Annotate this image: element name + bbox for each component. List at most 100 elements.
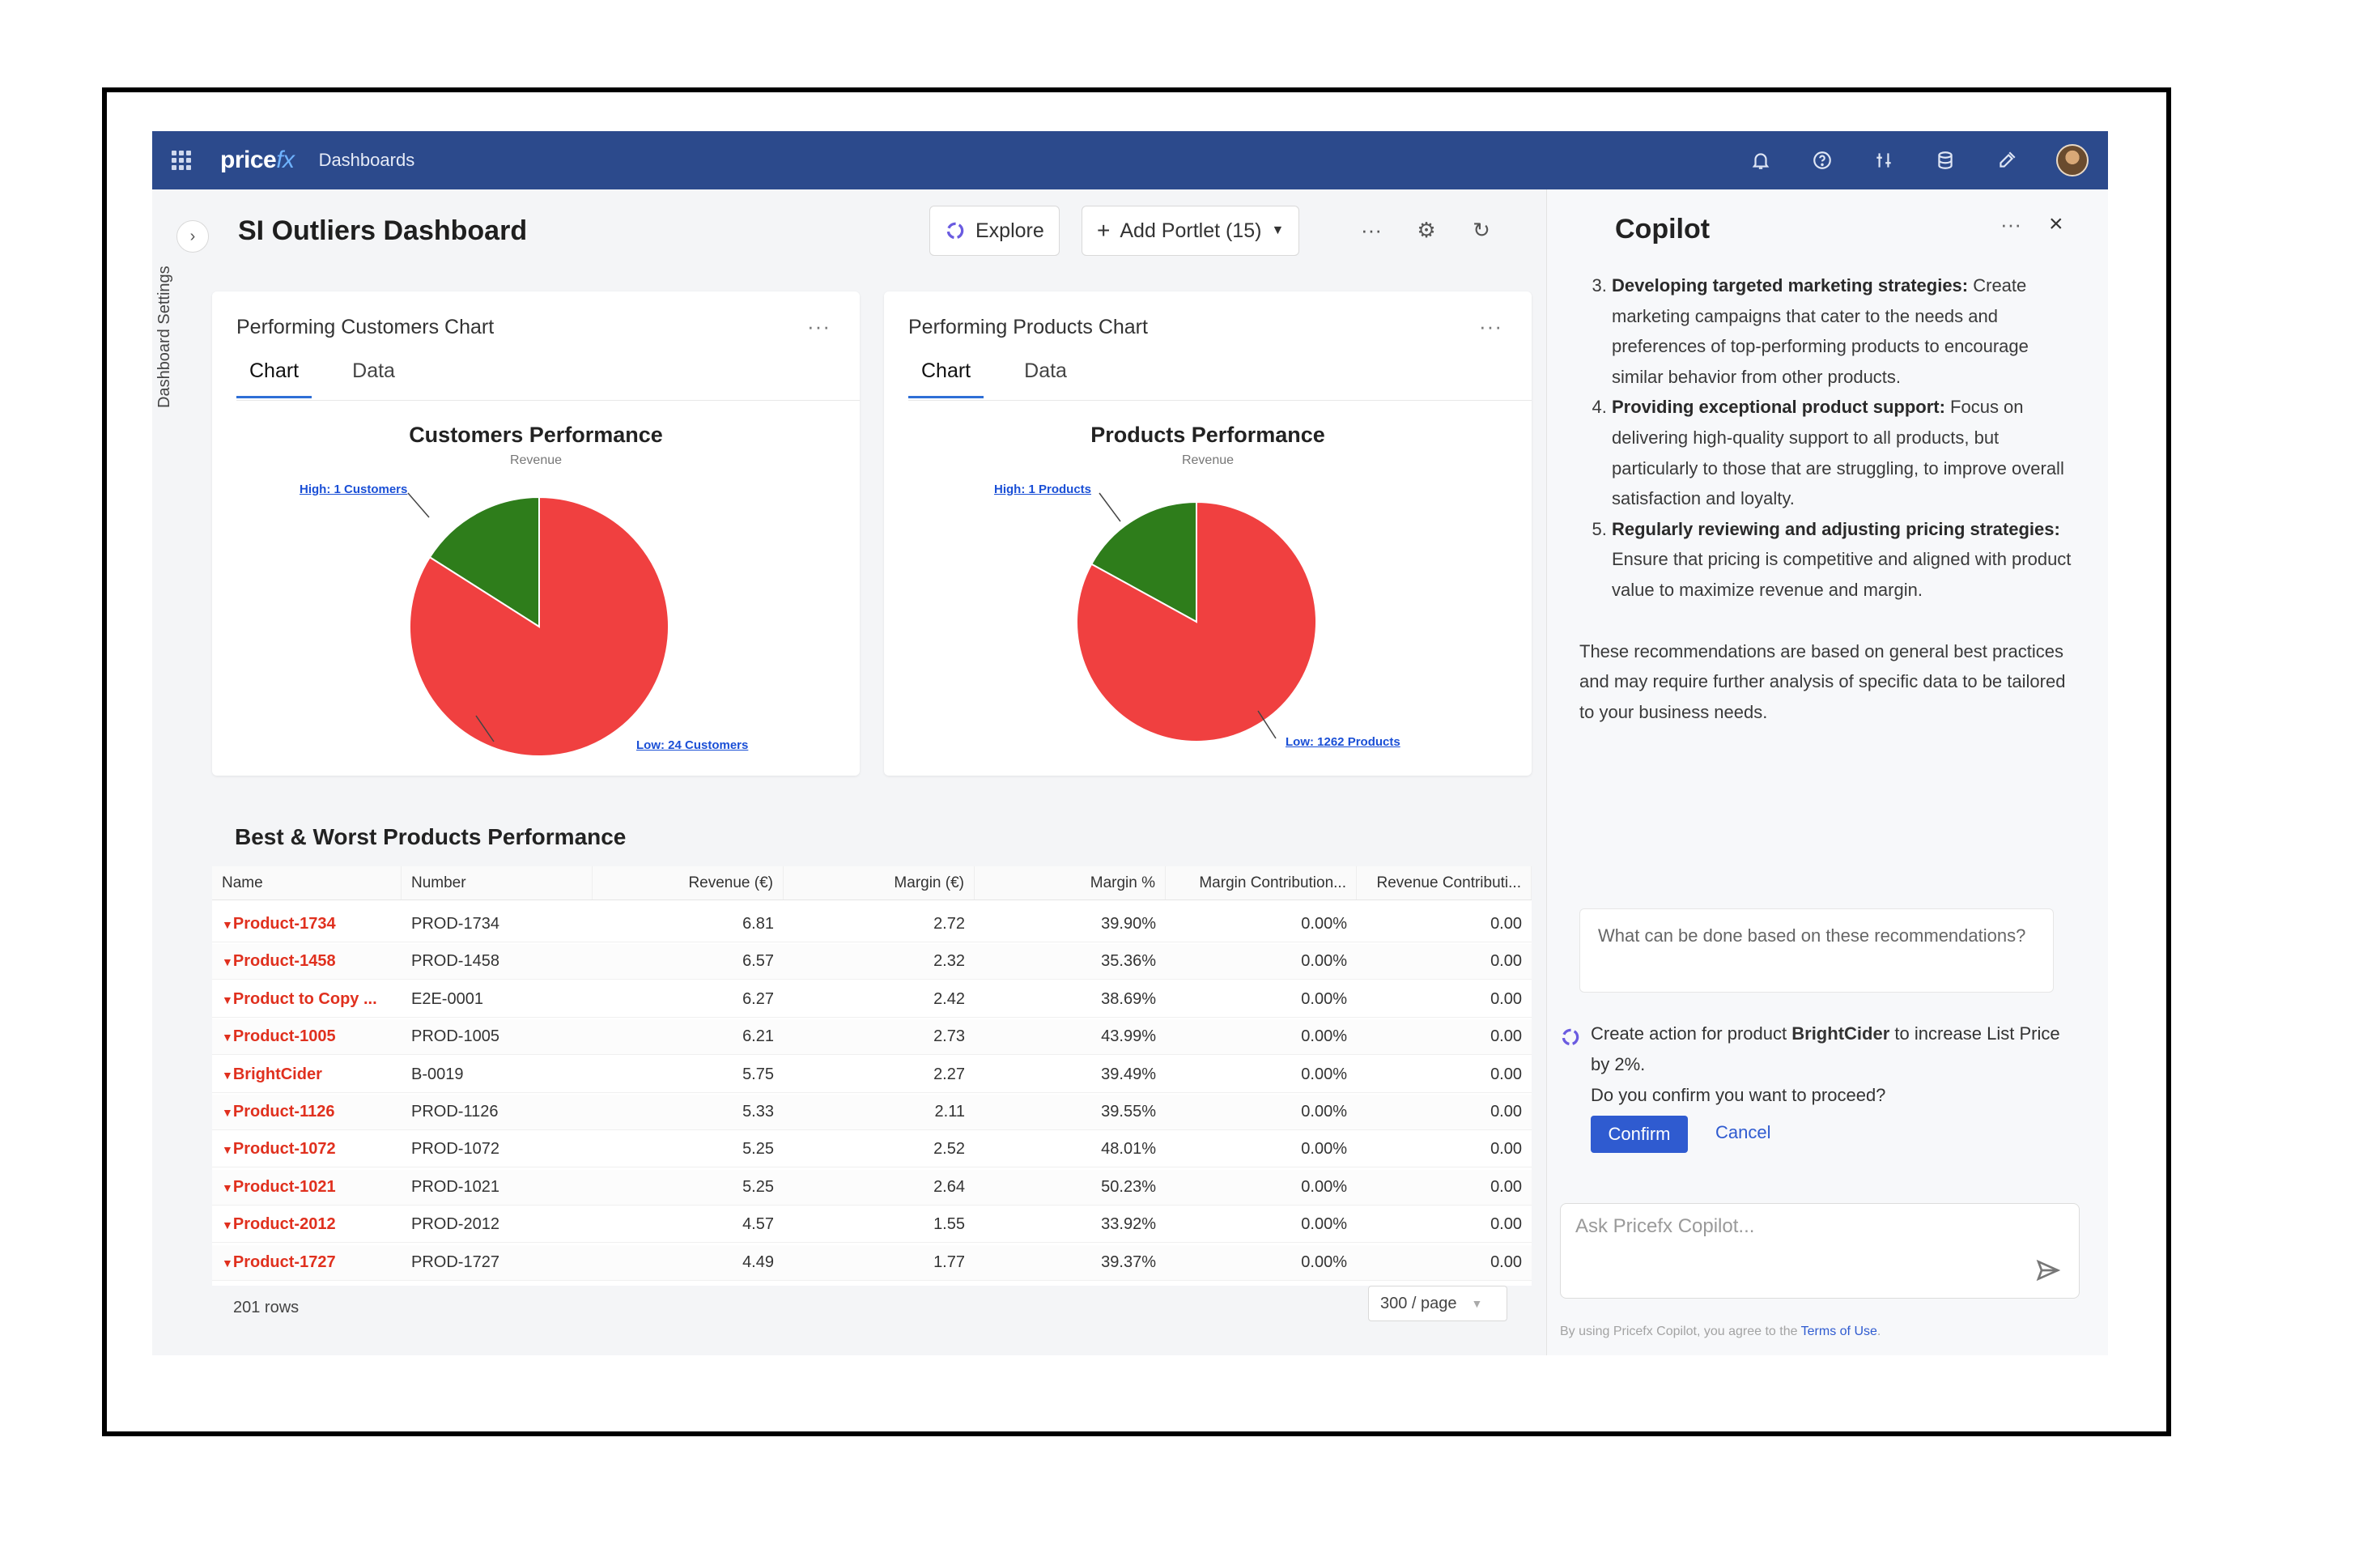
plus-icon: + bbox=[1097, 218, 1111, 243]
col-margin[interactable]: Margin (€) bbox=[784, 866, 975, 899]
high-label-leader bbox=[1099, 492, 1121, 522]
product-name-link[interactable]: Product-1458 bbox=[212, 952, 402, 971]
pie-slice-high[interactable] bbox=[1090, 500, 1197, 623]
terms-link[interactable]: Terms of Use bbox=[1800, 1325, 1877, 1338]
list-item: Developing targeted marketing strategies… bbox=[1612, 270, 2076, 392]
breadcrumb-dashboards[interactable]: Dashboards bbox=[318, 150, 415, 170]
product-name-link[interactable]: Product-1126 bbox=[212, 1103, 402, 1121]
tools-icon[interactable] bbox=[1995, 148, 2019, 172]
item-text: Focus on delivering high-quality support… bbox=[1612, 397, 2064, 509]
table-cell: PROD-1727 bbox=[411, 1252, 499, 1271]
gear-icon[interactable]: ⚙ bbox=[1417, 217, 1436, 242]
chart-title: Customers Performance bbox=[409, 423, 663, 447]
product-name-link[interactable]: Product-1734 bbox=[212, 915, 402, 933]
table-row[interactable]: Product to Copy ... E2E-0001 6.27 2.42 38.69… bbox=[212, 982, 1532, 1018]
high-customers-label[interactable]: High: 1 Customers bbox=[300, 483, 408, 496]
portlet-title: Performing Products Chart bbox=[908, 316, 1148, 338]
tab-data[interactable]: Data bbox=[352, 359, 395, 382]
col-revenue[interactable]: Revenue (€) bbox=[593, 866, 784, 899]
list-item: Providing exceptional product support: F… bbox=[1612, 392, 2076, 513]
product-name-link[interactable]: Product-1727 bbox=[212, 1253, 402, 1272]
add-portlet-button[interactable]: + Add Portlet (15) ▼ bbox=[1082, 206, 1300, 256]
expand-rail-button[interactable]: › bbox=[176, 220, 209, 253]
table-cell: 5.75 bbox=[742, 1065, 774, 1083]
table-row[interactable]: Product-1021 PROD-1021 5.25 2.64 50.23% 0.00%… bbox=[212, 1169, 1532, 1206]
table-cell: 1.77 bbox=[933, 1252, 965, 1271]
table-row[interactable]: BrightCider B-0019 5.75 2.27 39.49% 0.00% 0.00 bbox=[212, 1057, 1532, 1093]
explore-button[interactable]: Explore bbox=[929, 206, 1060, 256]
low-products-label[interactable]: Low: 1262 Products bbox=[1286, 735, 1400, 749]
high-label-leader bbox=[407, 492, 430, 518]
col-name[interactable]: Name bbox=[212, 866, 402, 899]
cancel-button[interactable]: Cancel bbox=[1715, 1122, 1771, 1142]
table-cell: 0.00% bbox=[1301, 989, 1347, 1008]
product-name-link[interactable]: Product-1021 bbox=[212, 1178, 402, 1197]
pricefx-logo[interactable]: pricefx bbox=[220, 147, 295, 174]
table-cell: 48.01% bbox=[1101, 1140, 1156, 1159]
page-size-select[interactable]: 300 / page ▼ bbox=[1368, 1286, 1507, 1321]
table-cell: 0.00 bbox=[1490, 1215, 1522, 1234]
item-heading: Developing targeted marketing strategies… bbox=[1612, 275, 1969, 296]
portlet-title: Performing Customers Chart bbox=[236, 316, 495, 338]
app-window: pricefx Dashboards › Dashboard Settings bbox=[152, 131, 2108, 1355]
copilot-icon bbox=[1562, 1028, 1579, 1046]
product-name-link[interactable]: BrightCider bbox=[212, 1065, 402, 1084]
col-margin-contribution[interactable]: Margin Contribution... bbox=[1166, 866, 1357, 899]
table-row[interactable]: Product-1072 PROD-1072 5.25 2.52 48.01% 0.00%… bbox=[212, 1132, 1532, 1168]
col-number[interactable]: Number bbox=[402, 866, 593, 899]
tab-data[interactable]: Data bbox=[1024, 359, 1067, 382]
table-cell: PROD-1072 bbox=[411, 1140, 499, 1159]
low-customers-label[interactable]: Low: 24 Customers bbox=[636, 738, 749, 752]
product-name-link[interactable]: Product-2012 bbox=[212, 1215, 402, 1234]
copilot-more-icon[interactable]: ··· bbox=[2000, 212, 2021, 236]
table-cell: 38.69% bbox=[1101, 989, 1156, 1008]
table-cell: 1.55 bbox=[933, 1215, 965, 1234]
copilot-paragraph: These recommendations are based on gener… bbox=[1579, 640, 2066, 722]
user-message: What can be done based on these recommen… bbox=[1579, 908, 2054, 993]
terms-text: . bbox=[1876, 1325, 1881, 1338]
pie-slice-low[interactable] bbox=[409, 495, 669, 757]
customers-pie-chart bbox=[407, 492, 669, 757]
more-options-icon[interactable]: ··· bbox=[1361, 217, 1382, 242]
pie-slice-low[interactable] bbox=[1076, 500, 1317, 742]
portlet-more-icon[interactable]: ··· bbox=[807, 314, 831, 338]
products-chart-portlet: Performing Products Chart ··· Chart Data… bbox=[884, 291, 1532, 776]
table-row[interactable]: Product-1734 PROD-1734 6.81 2.72 39.90% 0.00%… bbox=[212, 907, 1532, 942]
product-name-link[interactable]: Product-1005 bbox=[212, 1027, 402, 1046]
database-icon[interactable] bbox=[1933, 148, 1957, 172]
tab-chart[interactable]: Chart bbox=[236, 355, 312, 398]
product-name-link[interactable]: Product to Copy ... bbox=[212, 990, 402, 1009]
bell-icon[interactable] bbox=[1749, 148, 1773, 172]
chart-title: Products Performance bbox=[1090, 423, 1325, 447]
dashboard-settings-label[interactable]: Dashboard Settings bbox=[155, 266, 173, 408]
tab-chart[interactable]: Chart bbox=[908, 355, 984, 398]
table-row[interactable]: Product-1126 PROD-1126 5.33 2.11 39.55% 0.00%… bbox=[212, 1095, 1532, 1130]
send-icon[interactable] bbox=[2035, 1257, 2061, 1283]
input-placeholder: Ask Pricefx Copilot... bbox=[1575, 1215, 1755, 1237]
table-cell: 39.49% bbox=[1101, 1065, 1156, 1083]
table-row[interactable]: Product-1005 PROD-1005 6.21 2.73 43.99% 0.00%… bbox=[212, 1019, 1532, 1056]
table-cell: 0.00 bbox=[1490, 989, 1522, 1008]
user-avatar[interactable] bbox=[2056, 144, 2089, 176]
table-cell: 5.25 bbox=[742, 1140, 774, 1159]
pie-slice-high[interactable] bbox=[428, 495, 540, 628]
table-cell: 0.00 bbox=[1490, 952, 1522, 971]
copilot-input[interactable]: Ask Pricefx Copilot... bbox=[1560, 1203, 2080, 1299]
table-cell: 39.55% bbox=[1101, 1103, 1156, 1121]
table-row[interactable]: Product-1458 PROD-1458 6.57 2.32 35.36% 0.00%… bbox=[212, 944, 1532, 980]
close-icon[interactable]: × bbox=[2049, 211, 2063, 237]
portlet-more-icon[interactable]: ··· bbox=[1479, 314, 1502, 338]
col-revenue-contribution[interactable]: Revenue Contributi... bbox=[1357, 866, 1532, 899]
col-margin-pct[interactable]: Margin % bbox=[975, 866, 1166, 899]
table-cell: PROD-1021 bbox=[411, 1177, 499, 1196]
high-products-label[interactable]: High: 1 Products bbox=[994, 483, 1092, 496]
network-icon[interactable] bbox=[1872, 148, 1896, 172]
refresh-icon[interactable]: ↻ bbox=[1473, 217, 1490, 242]
app-grid-icon[interactable] bbox=[172, 151, 191, 170]
table-row[interactable]: Product-1727 PROD-1727 4.49 1.77 39.37% 0.00%… bbox=[212, 1244, 1532, 1281]
table-cell: 39.90% bbox=[1101, 915, 1156, 933]
table-row[interactable]: Product-2012 PROD-2012 4.57 1.55 33.92% 0.00%… bbox=[212, 1207, 1532, 1244]
help-icon[interactable] bbox=[1810, 148, 1834, 172]
confirm-button[interactable]: Confirm bbox=[1591, 1116, 1688, 1153]
product-name-link[interactable]: Product-1072 bbox=[212, 1140, 402, 1159]
